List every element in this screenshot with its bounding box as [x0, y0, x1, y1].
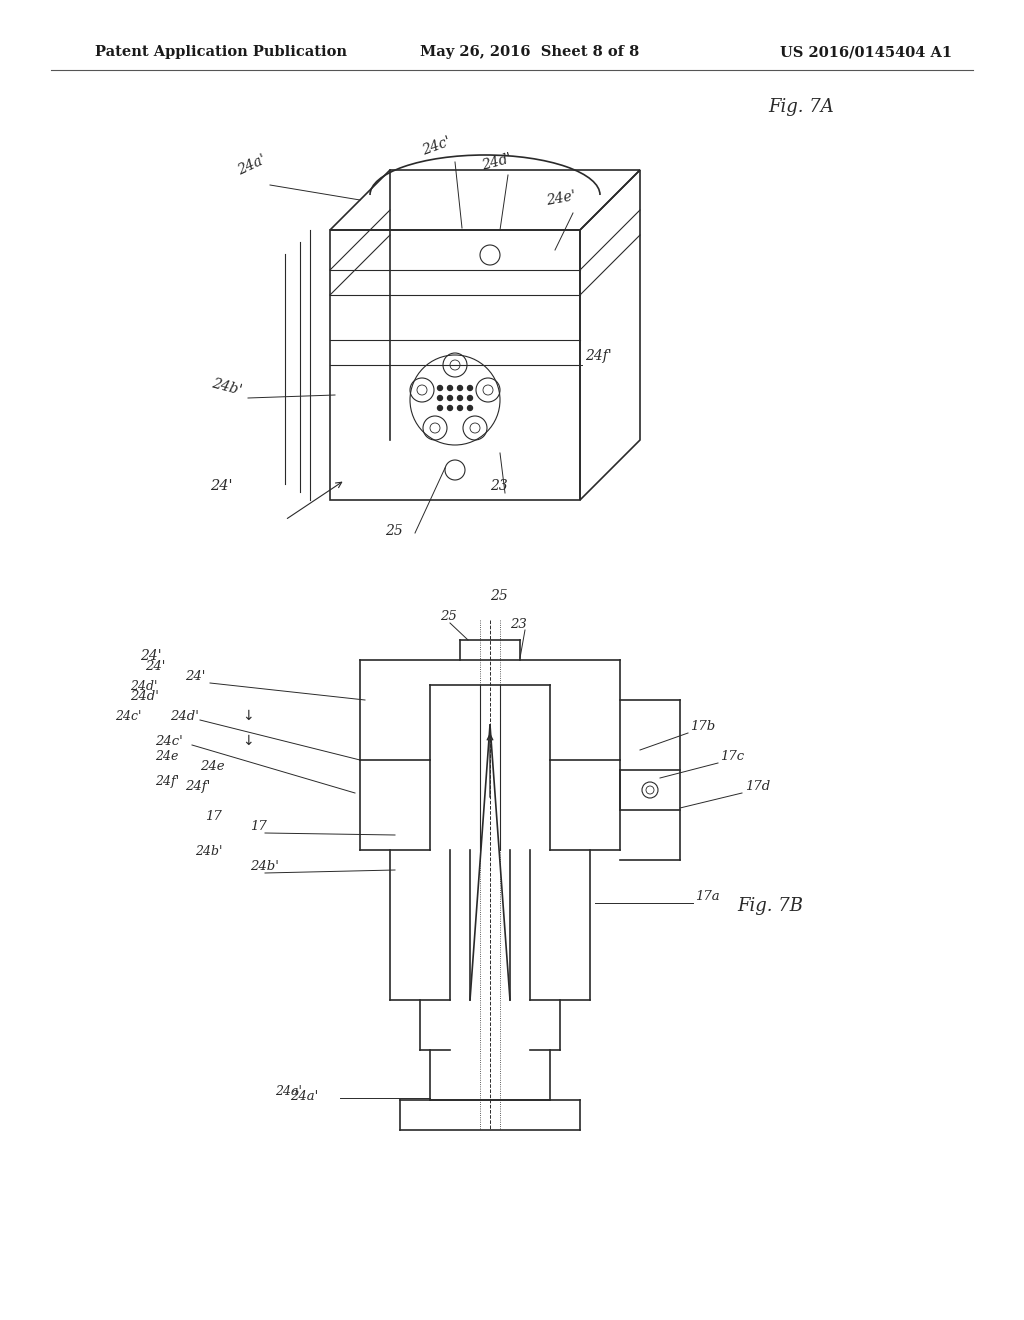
Text: 24b': 24b' — [210, 376, 243, 399]
Text: 17a: 17a — [695, 890, 720, 903]
Text: Fig. 7A: Fig. 7A — [768, 98, 834, 116]
Text: 24c': 24c' — [420, 135, 453, 158]
Text: 17d: 17d — [745, 780, 770, 793]
Text: 23: 23 — [510, 618, 526, 631]
Text: Fig. 7B: Fig. 7B — [737, 896, 803, 915]
Circle shape — [437, 396, 442, 400]
Text: 24f': 24f' — [155, 775, 179, 788]
Circle shape — [458, 396, 463, 400]
Text: US 2016/0145404 A1: US 2016/0145404 A1 — [780, 45, 952, 59]
Text: 24': 24' — [140, 649, 162, 663]
Text: 24e': 24e' — [545, 189, 577, 209]
Circle shape — [447, 385, 453, 391]
Circle shape — [447, 405, 453, 411]
Text: 24a': 24a' — [275, 1085, 302, 1098]
Text: 24f': 24f' — [585, 348, 611, 363]
Text: 24d': 24d' — [130, 680, 158, 693]
Text: 24c': 24c' — [115, 710, 141, 723]
Text: 24e: 24e — [200, 760, 224, 774]
Circle shape — [468, 405, 472, 411]
Text: 17: 17 — [250, 820, 266, 833]
Circle shape — [447, 396, 453, 400]
Text: 24': 24' — [185, 671, 206, 682]
Text: 24c': 24c' — [155, 735, 182, 748]
Circle shape — [458, 405, 463, 411]
Text: 17b: 17b — [690, 719, 715, 733]
Text: 24a': 24a' — [234, 153, 268, 178]
Circle shape — [458, 385, 463, 391]
Text: 24d': 24d' — [130, 690, 159, 704]
Text: 24f': 24f' — [185, 780, 210, 793]
Text: 24d': 24d' — [170, 710, 199, 723]
Text: 24': 24' — [145, 660, 165, 673]
Circle shape — [468, 396, 472, 400]
Text: 23: 23 — [490, 479, 508, 492]
Text: 24b': 24b' — [250, 861, 279, 873]
Circle shape — [437, 385, 442, 391]
Text: 24d': 24d' — [480, 152, 513, 173]
Text: Patent Application Publication: Patent Application Publication — [95, 45, 347, 59]
Text: 24': 24' — [210, 479, 232, 492]
Text: 25: 25 — [440, 610, 457, 623]
Text: 24a': 24a' — [290, 1090, 318, 1104]
Text: $\downarrow$: $\downarrow$ — [240, 709, 254, 723]
Text: 17: 17 — [205, 810, 222, 822]
Text: 24b': 24b' — [195, 845, 222, 858]
Circle shape — [437, 405, 442, 411]
Circle shape — [642, 781, 658, 799]
Text: 24e: 24e — [155, 750, 178, 763]
Circle shape — [468, 385, 472, 391]
Text: 17c: 17c — [720, 750, 744, 763]
Text: May 26, 2016  Sheet 8 of 8: May 26, 2016 Sheet 8 of 8 — [420, 45, 639, 59]
Text: 25: 25 — [490, 589, 508, 603]
Text: 25: 25 — [385, 524, 402, 539]
Text: $\downarrow$: $\downarrow$ — [240, 734, 254, 748]
